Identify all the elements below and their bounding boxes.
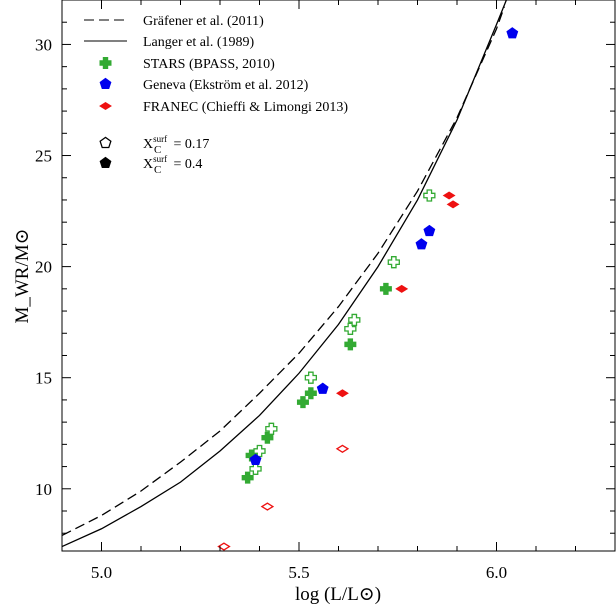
cross-point [249, 462, 262, 475]
diamond-point [395, 284, 409, 293]
cross-point [344, 322, 357, 335]
axes-layer: 5.0 5.5 6.0 10 15 20 25 30 [35, 0, 616, 582]
series-cross [241, 189, 436, 484]
cross-point [253, 444, 266, 458]
y-tick-label: 15 [35, 369, 52, 388]
legend-label: FRANEC (Chieffi & Limongi 2013) [143, 100, 348, 115]
cross-point [241, 471, 254, 484]
pentagon-point [423, 224, 436, 237]
cross-point [423, 189, 436, 202]
legend: Gräfener et al. (2011) Langer et al. (198… [84, 14, 348, 176]
x-tick-label: 5.0 [91, 563, 112, 582]
series-pentagon [249, 27, 519, 465]
cross-point [296, 396, 309, 409]
cross-point [344, 338, 357, 351]
legend-pentagon-filled [99, 156, 112, 169]
legend-label: Gräfener et al. (2011) [143, 14, 264, 29]
diamond-point [442, 191, 456, 200]
diamond-point [335, 444, 350, 453]
diamond-point [260, 502, 275, 511]
cross-point [387, 256, 400, 269]
legend-pentagon-marker [99, 77, 112, 90]
cross-point [304, 387, 317, 400]
cross-point [261, 431, 274, 444]
legend-pentagon-open [99, 136, 112, 149]
legend-diamond-marker [99, 102, 112, 110]
legend-fill-label: Xsurf C = 0.4 [143, 154, 202, 176]
diamond-point [335, 389, 349, 398]
legend-label: Langer et al. (1989) [143, 35, 255, 50]
legend-label: Geneva (Ekström et al. 2012) [143, 78, 309, 93]
cross-point [304, 371, 317, 384]
cross-point [265, 422, 278, 435]
x-axis-title: log (L/L⊙) [295, 584, 381, 605]
legend-fill-label: Xsurf C = 0.17 [143, 134, 209, 156]
pentagon-point [415, 238, 428, 250]
x-tick-label: 5.5 [288, 563, 309, 582]
y-axis-title: M_WR/M⊙ [12, 228, 33, 323]
pentagon-point [316, 382, 329, 394]
pentagon-point [506, 27, 519, 39]
y-tick-label: 30 [35, 35, 52, 54]
legend-label: STARS (BPASS, 2010) [143, 57, 275, 72]
x-tick-label: 6.0 [486, 563, 507, 582]
legend-cross-marker [99, 57, 112, 69]
data-layer [62, 0, 519, 551]
curve-langer [62, 0, 507, 548]
y-tick-label: 20 [35, 258, 52, 277]
y-tick-label: 25 [35, 147, 52, 166]
series-diamond [217, 191, 460, 551]
y-tick-label: 10 [35, 480, 52, 499]
diamond-point [217, 542, 231, 551]
cross-point [379, 282, 392, 295]
diamond-point [446, 200, 460, 209]
cross-point [348, 313, 361, 327]
curve-grafener [62, 6, 506, 537]
pentagon-point [249, 453, 262, 465]
